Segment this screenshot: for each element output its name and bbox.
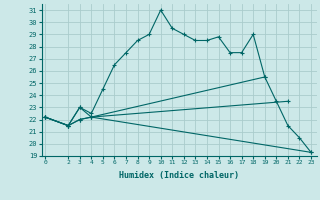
X-axis label: Humidex (Indice chaleur): Humidex (Indice chaleur) bbox=[119, 171, 239, 180]
